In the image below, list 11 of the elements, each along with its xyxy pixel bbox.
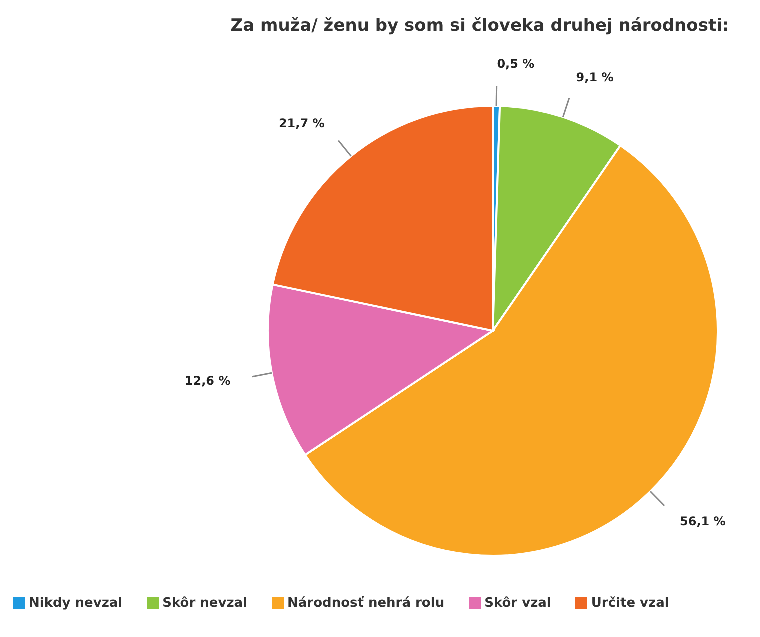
data-label: 56,1 % — [680, 514, 726, 529]
chart-title: Za muža/ ženu by som si človeka druhej národnosti: — [230, 15, 730, 36]
data-label: 21,7 % — [278, 116, 325, 131]
data-label: 0,5 % — [497, 57, 535, 72]
legend-label: Národnosť nehrá rolu — [288, 596, 445, 611]
legend-label: Určite vzal — [591, 596, 670, 611]
legend-label: Skôr vzal — [484, 596, 552, 611]
data-label: 9,1 % — [576, 70, 614, 84]
legend-label: Nikdy nevzal — [29, 596, 123, 611]
data-label: 12,6 % — [184, 374, 231, 388]
legend-label: Skôr nevzal — [162, 596, 248, 611]
